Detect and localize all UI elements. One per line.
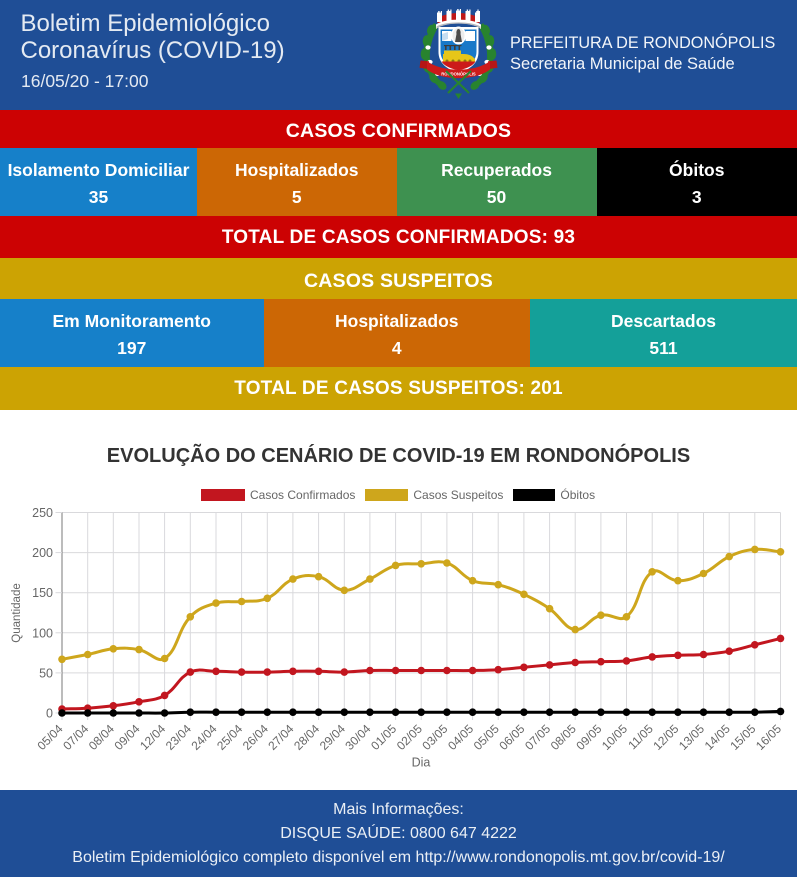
svg-text:11/05: 11/05 (625, 721, 656, 752)
svg-text:Quantidade: Quantidade (11, 583, 23, 642)
svg-text:25/04: 25/04 (214, 721, 245, 752)
svg-text:29/04: 29/04 (317, 721, 348, 752)
svg-text:09/05: 09/05 (573, 721, 604, 752)
svg-text:10/05: 10/05 (599, 721, 630, 752)
svg-text:23/04: 23/04 (163, 721, 194, 752)
svg-text:14/05: 14/05 (702, 721, 733, 752)
svg-text:09/04: 09/04 (111, 721, 142, 752)
svg-text:12/05: 12/05 (650, 721, 681, 752)
svg-text:250: 250 (32, 506, 53, 520)
svg-text:15/05: 15/05 (727, 721, 758, 752)
svg-text:150: 150 (32, 586, 53, 600)
svg-text:16/05: 16/05 (753, 721, 784, 752)
svg-text:13/05: 13/05 (676, 721, 707, 752)
svg-text:100: 100 (32, 626, 53, 640)
svg-text:0: 0 (46, 707, 53, 721)
svg-text:06/05: 06/05 (496, 721, 527, 752)
svg-text:05/05: 05/05 (471, 721, 502, 752)
svg-text:28/04: 28/04 (291, 721, 322, 752)
svg-text:01/05: 01/05 (368, 721, 399, 752)
svg-text:07/05: 07/05 (522, 721, 553, 752)
svg-text:50: 50 (39, 666, 53, 680)
svg-text:05/04: 05/04 (34, 721, 65, 752)
svg-text:24/04: 24/04 (188, 721, 219, 752)
svg-text:RONDONÓPOLIS: RONDONÓPOLIS (441, 72, 476, 77)
svg-text:07/04: 07/04 (60, 721, 91, 752)
svg-text:04/05: 04/05 (445, 721, 476, 752)
svg-text:26/04: 26/04 (240, 721, 271, 752)
svg-text:12/04: 12/04 (137, 721, 168, 752)
svg-text:30/04: 30/04 (342, 721, 373, 752)
svg-text:200: 200 (32, 546, 53, 560)
svg-text:02/05: 02/05 (394, 721, 425, 752)
svg-text:08/05: 08/05 (548, 721, 579, 752)
svg-text:08/04: 08/04 (86, 721, 117, 752)
svg-text:Dia: Dia (412, 756, 431, 770)
svg-text:03/05: 03/05 (419, 721, 450, 752)
svg-text:27/04: 27/04 (265, 721, 296, 752)
